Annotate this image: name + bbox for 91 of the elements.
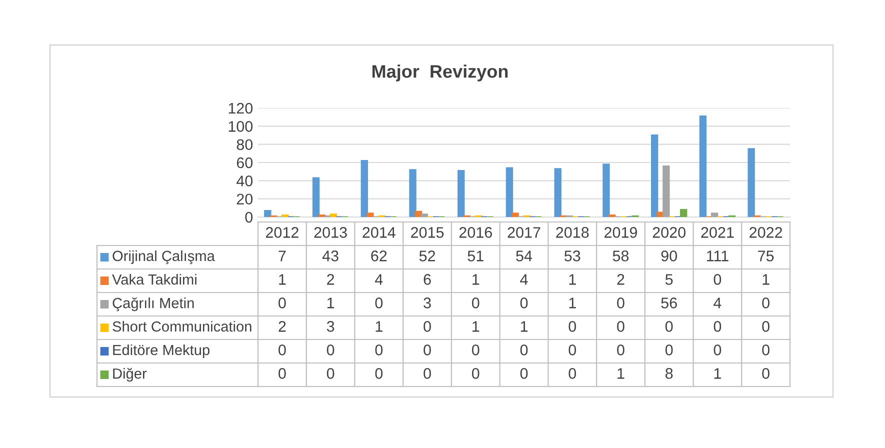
data-label: 4 <box>714 298 722 308</box>
data-label: 0 <box>278 368 286 379</box>
data-label: 58 <box>612 250 629 262</box>
data-label: 0 <box>617 344 624 356</box>
x-tick-label: 2020 <box>652 227 686 238</box>
data-label: 8 <box>666 368 673 379</box>
x-tick-label: 2021 <box>701 227 734 238</box>
data-label: 0 <box>326 368 334 379</box>
data-label: 1 <box>569 298 576 308</box>
data-label: 5 <box>665 274 673 285</box>
data-label: 1 <box>762 274 770 285</box>
data-label: 0 <box>714 274 722 285</box>
data-label: 0 <box>375 298 383 308</box>
data-label: 0 <box>520 368 528 379</box>
data-label: 0 <box>762 298 770 308</box>
data-label: 2 <box>327 274 334 285</box>
data-label: 56 <box>661 298 677 308</box>
legend-label: Vaka Takdimi <box>112 274 196 285</box>
data-label: 2 <box>278 321 286 332</box>
data-label: 6 <box>424 274 431 285</box>
data-label: 0 <box>375 368 383 379</box>
data-label: 0 <box>424 344 431 356</box>
data-label: 0 <box>472 368 480 379</box>
x-tick-label: 2018 <box>556 227 589 238</box>
x-tick-label: 2013 <box>314 227 347 238</box>
data-label: 0 <box>568 368 576 379</box>
data-label: 1 <box>376 321 382 332</box>
chart-title: Major Revizyon <box>372 64 508 82</box>
data-label: 3 <box>326 321 334 332</box>
data-label: 1 <box>618 368 624 379</box>
data-label: 1 <box>714 368 721 379</box>
y-tick-label: 120 <box>228 102 253 114</box>
y-tick-label: 40 <box>236 176 253 186</box>
data-label: 0 <box>326 344 334 356</box>
data-label: 0 <box>617 321 624 332</box>
legend-label: Editöre Mektup <box>113 344 210 358</box>
data-label: 0 <box>520 298 528 308</box>
x-tick-label: 2017 <box>508 227 540 238</box>
data-label: 0 <box>762 321 770 332</box>
data-label: 0 <box>424 368 431 379</box>
data-label: 52 <box>419 250 436 262</box>
data-label: 1 <box>279 274 286 285</box>
x-tick-label: 2016 <box>459 227 492 238</box>
data-label: 0 <box>472 344 480 356</box>
data-label: 51 <box>468 250 484 262</box>
data-label: 0 <box>520 344 528 356</box>
data-label: 43 <box>322 250 338 262</box>
data-label: 0 <box>424 321 431 332</box>
x-tick-label: 2012 <box>266 227 298 238</box>
data-label: 1 <box>472 321 480 332</box>
data-label: 0 <box>472 298 480 308</box>
data-label: 75 <box>758 250 774 262</box>
legend-label: Çağrılı Metin <box>112 297 194 312</box>
data-label: 3 <box>424 298 431 308</box>
x-tick-label: 2022 <box>750 227 782 238</box>
data-label: 1 <box>520 321 528 332</box>
data-label: 0 <box>617 298 624 308</box>
legend-label: Short Communication <box>112 320 252 332</box>
data-label: 1 <box>569 274 576 285</box>
y-tick-label: 20 <box>236 194 253 205</box>
data-label: 0 <box>375 344 383 356</box>
y-tick-label: 0 <box>245 212 253 223</box>
data-label: 111 <box>707 250 728 262</box>
data-label: 0 <box>278 298 286 308</box>
legend-label: Diğer <box>113 368 147 382</box>
data-label: 2 <box>617 274 624 285</box>
data-label: 0 <box>714 321 722 332</box>
data-label: 0 <box>665 321 673 332</box>
data-label: 62 <box>371 250 387 262</box>
data-label: 0 <box>278 344 286 356</box>
x-tick-label: 2014 <box>362 227 396 238</box>
data-label: 4 <box>520 274 528 285</box>
data-label: 1 <box>327 298 334 308</box>
data-label: 0 <box>568 321 576 332</box>
data-label: 7 <box>278 250 286 262</box>
data-label: 1 <box>472 274 480 285</box>
data-label: 53 <box>564 250 580 262</box>
data-label: 0 <box>568 344 576 356</box>
x-tick-label: 2015 <box>411 227 444 238</box>
data-label: 0 <box>762 344 770 356</box>
data-label: 0 <box>714 344 722 356</box>
y-tick-label: 60 <box>236 157 253 168</box>
y-tick-label: 80 <box>236 139 253 150</box>
x-tick-label: 2019 <box>604 227 637 238</box>
data-label: 4 <box>375 274 383 285</box>
y-tick-label: 100 <box>228 121 253 132</box>
data-label: 54 <box>516 250 532 262</box>
legend-label: Orijinal Çalışma <box>112 250 215 264</box>
data-label: 0 <box>762 368 770 379</box>
data-label: 0 <box>665 344 673 356</box>
data-label: 90 <box>661 250 677 262</box>
